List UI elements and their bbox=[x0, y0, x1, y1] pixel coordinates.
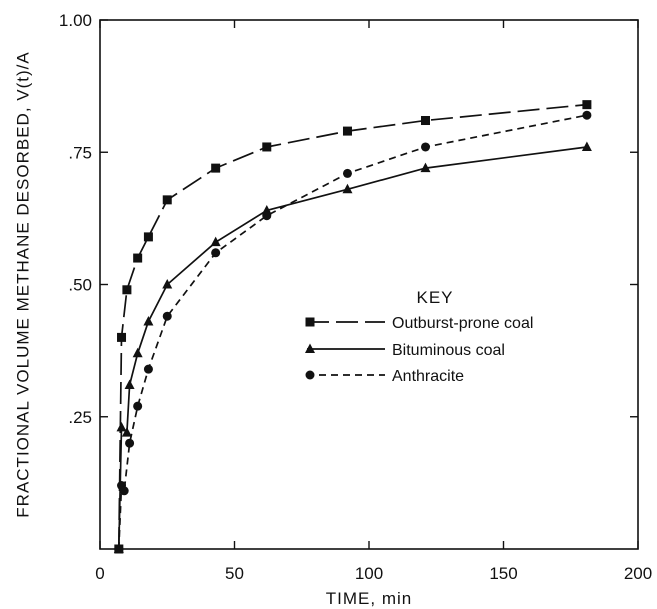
legend-marker bbox=[305, 343, 315, 353]
y-tick-label: .25 bbox=[68, 408, 92, 427]
series-line bbox=[117, 146, 588, 550]
y-tick-label: .75 bbox=[68, 143, 92, 162]
series-line bbox=[117, 114, 588, 550]
series-layer bbox=[113, 100, 592, 554]
data-point bbox=[262, 211, 272, 221]
data-point bbox=[132, 347, 143, 358]
data-point bbox=[211, 248, 221, 258]
data-point bbox=[143, 364, 153, 374]
data-point bbox=[121, 427, 132, 437]
data-point bbox=[125, 438, 135, 448]
data-point bbox=[162, 195, 172, 205]
data-point bbox=[582, 110, 592, 120]
x-axis-ticks: 0 50 100 150 200 bbox=[95, 20, 652, 583]
data-point bbox=[122, 285, 132, 295]
data-point bbox=[211, 163, 221, 173]
data-point bbox=[582, 100, 592, 110]
legend-title: KEY bbox=[416, 288, 453, 307]
plot-frame bbox=[99, 19, 639, 550]
data-point bbox=[143, 232, 153, 242]
legend-marker bbox=[305, 317, 315, 327]
legend-label: Anthracite bbox=[392, 368, 464, 385]
data-point bbox=[210, 236, 221, 247]
data-point bbox=[342, 168, 352, 178]
series-square bbox=[114, 100, 592, 554]
x-tick-label: 100 bbox=[355, 564, 383, 583]
data-point bbox=[117, 332, 127, 342]
y-axis-ticks: .25 .50 .75 1.00 bbox=[59, 11, 638, 427]
legend-item: Anthracite bbox=[305, 368, 464, 385]
data-point bbox=[420, 116, 430, 126]
data-point bbox=[133, 401, 143, 411]
data-point bbox=[124, 379, 135, 390]
y-axis-title: FRACTIONAL VOLUME METHANE DESORBED, V(t)… bbox=[13, 51, 32, 517]
y-tick-label: .50 bbox=[68, 276, 92, 295]
legend-item: Bituminous coal bbox=[305, 342, 505, 359]
data-point bbox=[581, 141, 592, 151]
x-tick-label: 200 bbox=[624, 564, 652, 583]
x-tick-label: 50 bbox=[225, 564, 244, 583]
data-point bbox=[262, 142, 272, 152]
legend-label: Outburst-prone coal bbox=[392, 315, 533, 332]
series-circle bbox=[114, 110, 592, 554]
y-tick-label: 1.00 bbox=[59, 11, 92, 30]
data-point bbox=[342, 183, 353, 194]
legend: KEY Outburst-prone coal Bituminous coal Ant… bbox=[305, 288, 533, 385]
data-point bbox=[162, 311, 172, 321]
legend-label: Bituminous coal bbox=[392, 342, 505, 359]
data-point bbox=[116, 421, 127, 432]
data-point bbox=[143, 316, 154, 326]
data-point bbox=[114, 544, 124, 554]
data-point bbox=[420, 162, 431, 173]
plot-border bbox=[99, 19, 639, 550]
x-axis-title: TIME, min bbox=[326, 589, 412, 608]
x-tick-label: 150 bbox=[489, 564, 517, 583]
data-point bbox=[342, 126, 352, 136]
data-point bbox=[420, 142, 430, 152]
x-tick-label: 0 bbox=[95, 564, 104, 583]
series-triangle bbox=[113, 141, 592, 553]
legend-marker bbox=[305, 370, 315, 380]
legend-item: Outburst-prone coal bbox=[305, 315, 533, 332]
data-point bbox=[133, 253, 143, 263]
data-point bbox=[162, 279, 173, 289]
data-point bbox=[119, 486, 129, 496]
